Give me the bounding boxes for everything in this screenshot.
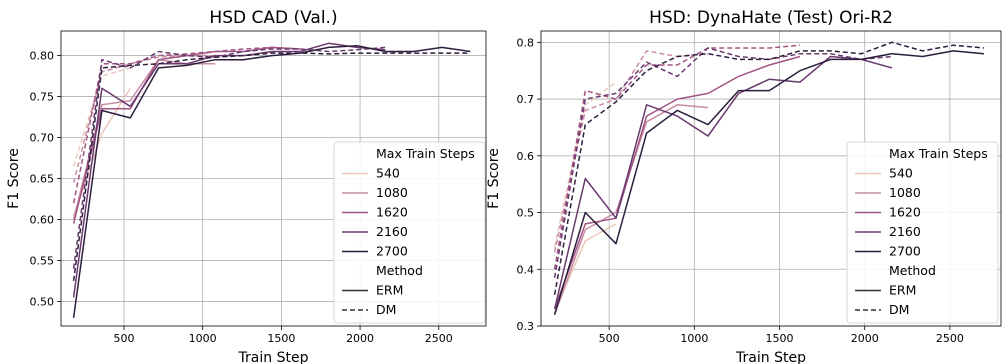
- y-axis-label: F1 Score: [486, 148, 502, 209]
- legend-style-title: Method: [889, 263, 936, 278]
- y-tick-label: 0.75: [30, 91, 55, 104]
- legend-label-dm: DM: [889, 302, 909, 317]
- y-tick-label: 0.4: [517, 263, 535, 276]
- x-tick-label: 1000: [189, 332, 217, 345]
- x-tick-label: 1000: [680, 332, 708, 345]
- legend-label-2160: 2160: [889, 224, 921, 239]
- legend-box: [846, 141, 999, 324]
- legend-label-1620: 1620: [376, 205, 408, 220]
- y-tick-label: 0.50: [30, 295, 55, 308]
- series-line-1620-erm: [553, 55, 801, 310]
- series-line-1620-dm: [553, 44, 801, 270]
- y-tick-label: 0.8: [517, 36, 535, 49]
- chart-title: HSD: DynaHate (Test) Ori-R2: [649, 8, 893, 28]
- y-tick-label: 0.60: [30, 213, 55, 226]
- y-tick-label: 0.65: [30, 173, 55, 186]
- series-line-2700-dm: [553, 41, 985, 295]
- legend-label-erm: ERM: [376, 283, 403, 298]
- legend-style-title: Method: [376, 263, 423, 278]
- legend-label-2160: 2160: [376, 224, 408, 239]
- y-tick-label: 0.7: [517, 93, 535, 106]
- legend-box: [333, 141, 486, 324]
- x-tick-label: 1500: [267, 332, 295, 345]
- legend-label-dm: DM: [376, 302, 396, 317]
- chart-panel-dynahate: HSD: DynaHate (Test) Ori-R2 500 1000 1500 20…: [486, 8, 1002, 364]
- y-axis-label: F1 Score: [6, 148, 22, 209]
- x-tick-label: 2500: [425, 332, 453, 345]
- chart-title: HSD CAD (Val.): [209, 8, 337, 28]
- series-line-2700-dm: [72, 52, 471, 281]
- x-tick-label: 2000: [851, 332, 879, 345]
- x-axis-label: Train Step: [735, 350, 806, 364]
- series-line-1620-dm: [72, 46, 301, 204]
- x-tick-label: 2500: [936, 332, 964, 345]
- y-tick-label: 0.6: [517, 150, 535, 163]
- legend-label-1080: 1080: [376, 185, 408, 200]
- legend-label-1620: 1620: [889, 205, 921, 220]
- x-tick-label: 500: [599, 332, 620, 345]
- legend-label-2700: 2700: [889, 244, 921, 259]
- y-tick-label: 0.70: [30, 132, 55, 145]
- y-tick-label: 0.80: [30, 50, 55, 63]
- y-tick-label: 0.3: [517, 320, 535, 333]
- legend-label-540: 540: [889, 166, 913, 181]
- plot-frame: [540, 30, 1002, 327]
- series-line-1620-erm: [72, 46, 301, 224]
- legend-label-1080: 1080: [889, 185, 921, 200]
- x-tick-label: 500: [113, 332, 134, 345]
- x-axis-label: Train Step: [238, 350, 309, 364]
- series-line-2160-dm: [72, 46, 386, 269]
- series-line-2160-erm: [72, 42, 386, 298]
- series-line-2160-erm: [553, 55, 893, 310]
- plot-frame: [60, 30, 487, 327]
- series-line-2700-erm: [553, 50, 985, 315]
- x-tick-label: 2000: [346, 332, 374, 345]
- y-tick-label: 0.5: [517, 207, 535, 220]
- chart-panel-hsd-cad: HSD CAD (Val.) 500 1000 1500 2000 2500 0.50 0.5…: [6, 8, 487, 364]
- legend-hue-title: Max Train Steps: [889, 146, 988, 161]
- x-tick-label: 1500: [766, 332, 794, 345]
- series-line-540-dm: [553, 81, 617, 247]
- legend-label-erm: ERM: [889, 283, 916, 298]
- series-line-2160-dm: [553, 47, 893, 278]
- y-tick-label: 0.55: [30, 254, 55, 267]
- series-line-2700-erm: [72, 44, 471, 318]
- legend-hue-title: Max Train Steps: [376, 146, 475, 161]
- series-line-540-dm: [72, 67, 131, 167]
- series-line-1080-dm: [553, 50, 709, 253]
- legend-label-2700: 2700: [376, 244, 408, 259]
- legend-label-540: 540: [376, 166, 400, 181]
